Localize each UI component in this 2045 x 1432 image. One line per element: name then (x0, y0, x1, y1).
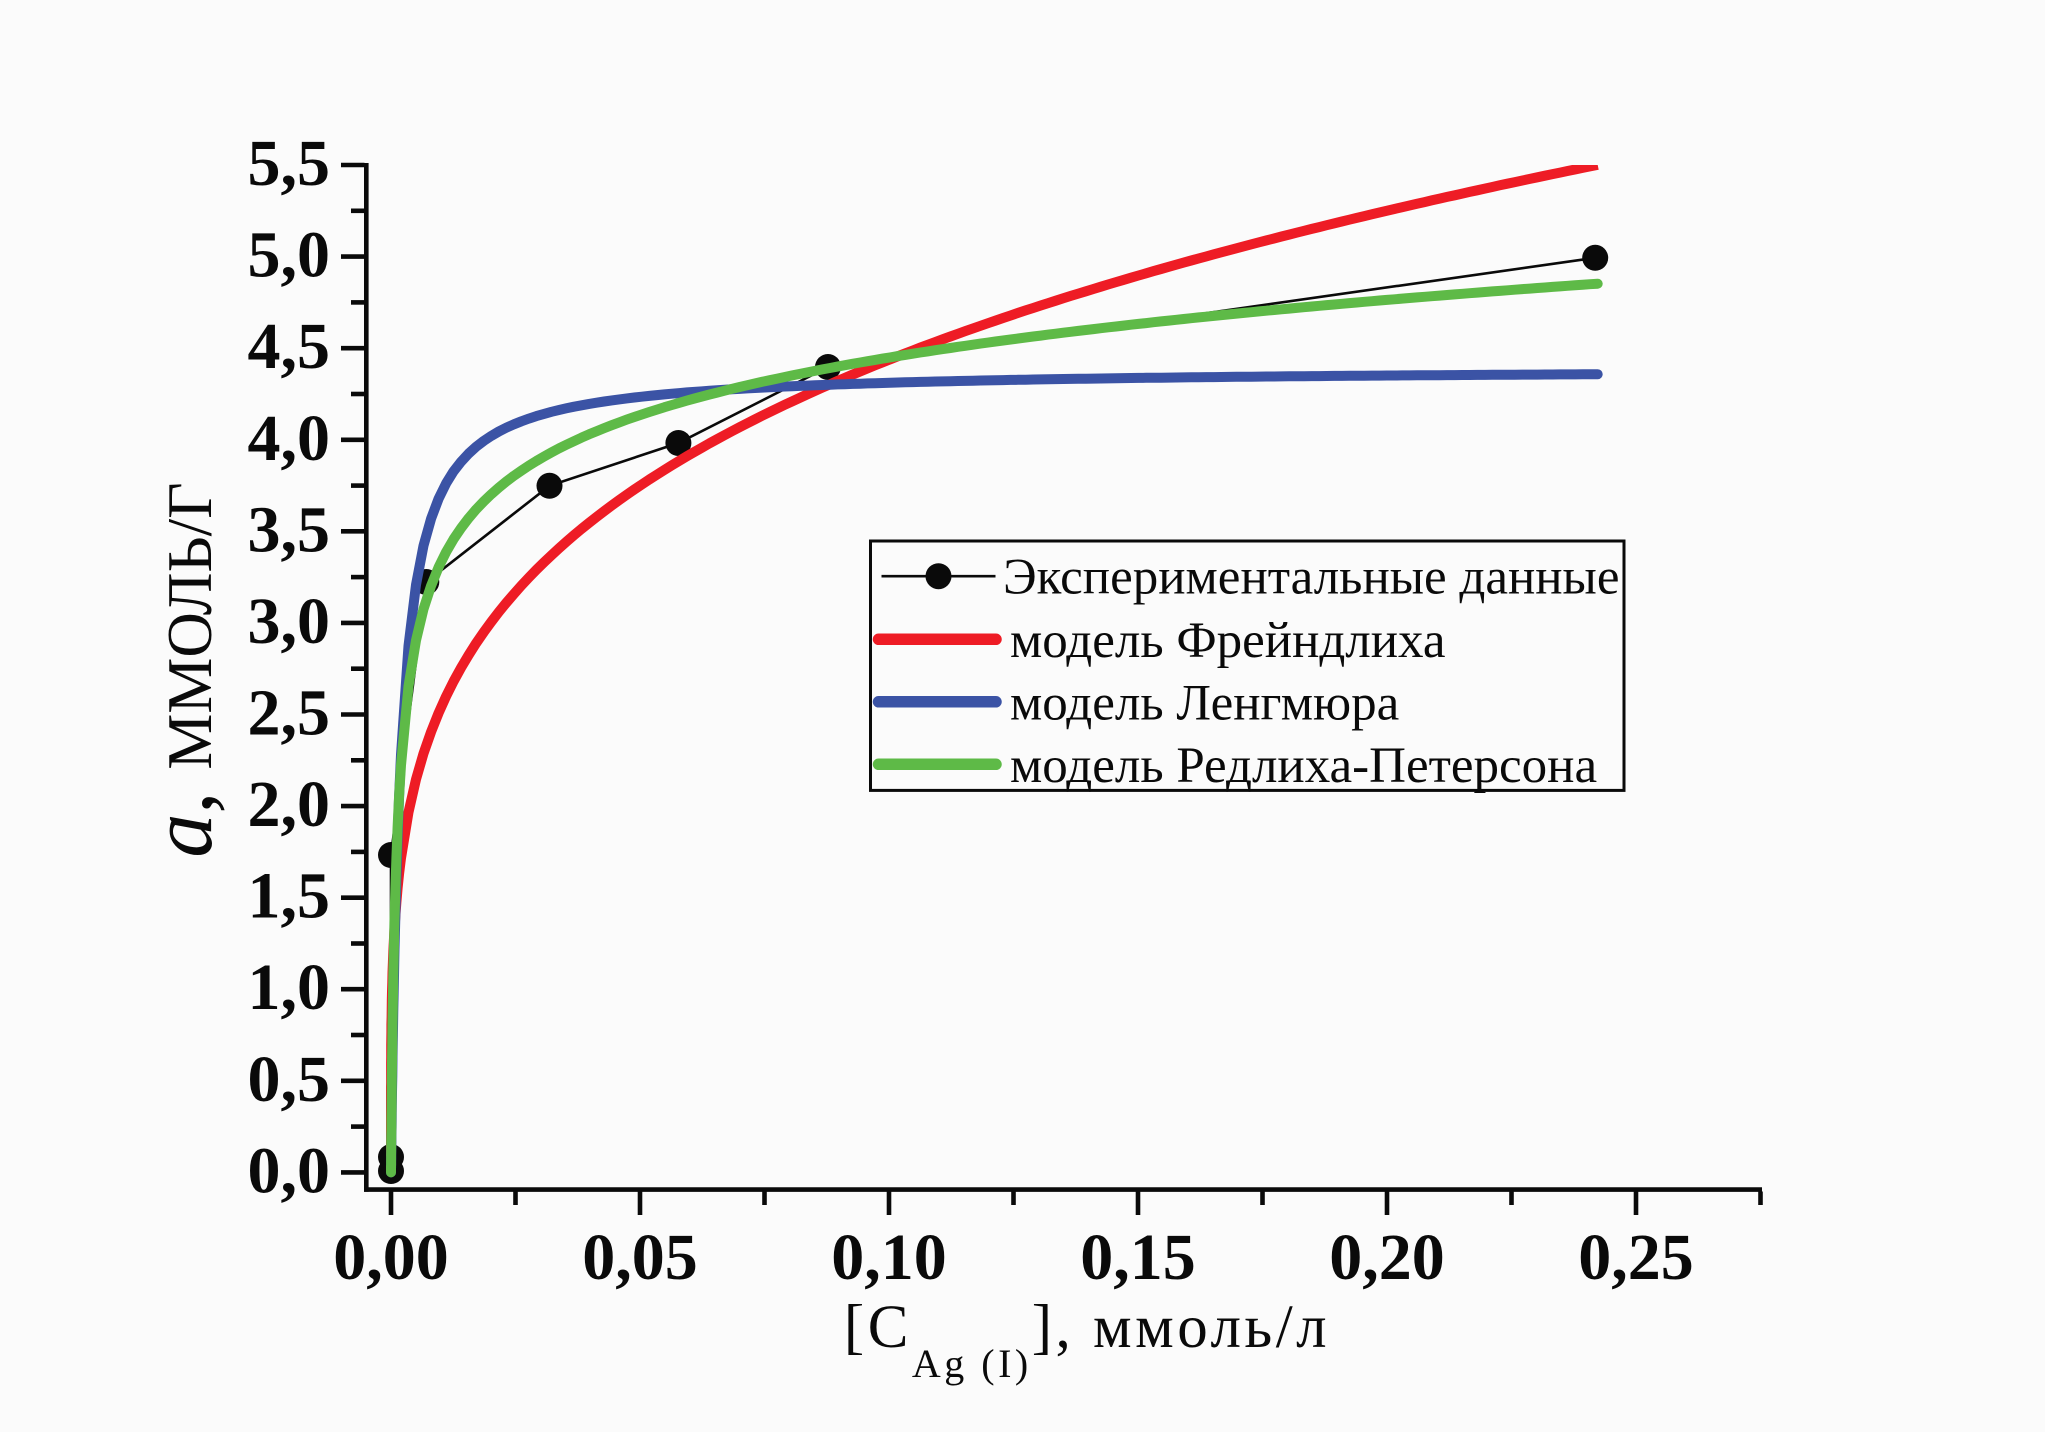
svg-text:3,0: 3,0 (248, 585, 331, 658)
svg-text:1,5: 1,5 (248, 860, 331, 933)
svg-text:1,0: 1,0 (248, 951, 331, 1024)
svg-text:0,10: 0,10 (831, 1221, 947, 1294)
svg-text:0,25: 0,25 (1578, 1221, 1694, 1294)
svg-text:5,0: 5,0 (248, 219, 331, 292)
svg-text:0,05: 0,05 (582, 1221, 698, 1294)
svg-text:5,5: 5,5 (248, 127, 331, 200)
svg-text:2,5: 2,5 (248, 677, 331, 750)
svg-text:модель Фрейндлиха: модель Фрейндлиха (1010, 613, 1446, 669)
svg-text:0,15: 0,15 (1080, 1221, 1196, 1294)
svg-text:4,5: 4,5 (248, 310, 331, 383)
svg-text:3,5: 3,5 (248, 493, 331, 566)
svg-text:2,0: 2,0 (248, 768, 331, 841)
svg-text:0,0: 0,0 (248, 1134, 331, 1207)
svg-text:Экспериментальные данные: Экспериментальные данные (1003, 550, 1619, 606)
svg-text:модель Ленгмюра: модель Ленгмюра (1010, 675, 1399, 731)
svg-text:0,5: 0,5 (248, 1043, 331, 1116)
svg-text:модель Редлиха-Петерсона: модель Редлиха-Петерсона (1010, 738, 1597, 794)
svg-text:0,20: 0,20 (1329, 1221, 1445, 1294)
svg-text:0,00: 0,00 (333, 1221, 449, 1294)
svg-text:4,0: 4,0 (248, 402, 331, 475)
